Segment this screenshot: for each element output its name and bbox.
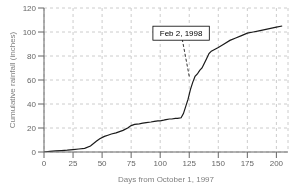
svg-text:Cumulative rainfall (inches): Cumulative rainfall (inches) bbox=[8, 31, 17, 128]
svg-text:175: 175 bbox=[241, 159, 255, 168]
svg-text:100: 100 bbox=[23, 28, 37, 37]
svg-text:0: 0 bbox=[32, 148, 37, 157]
svg-text:20: 20 bbox=[27, 124, 36, 133]
svg-text:Feb 2, 1998: Feb 2, 1998 bbox=[160, 29, 203, 38]
svg-text:50: 50 bbox=[98, 159, 107, 168]
svg-text:40: 40 bbox=[27, 100, 36, 109]
svg-text:60: 60 bbox=[27, 76, 36, 85]
svg-text:25: 25 bbox=[69, 159, 78, 168]
svg-text:0: 0 bbox=[42, 159, 47, 168]
svg-text:120: 120 bbox=[23, 4, 37, 13]
svg-text:150: 150 bbox=[212, 159, 226, 168]
svg-text:Days from October 1, 1997: Days from October 1, 1997 bbox=[118, 175, 215, 184]
svg-text:100: 100 bbox=[154, 159, 168, 168]
svg-text:80: 80 bbox=[27, 52, 36, 61]
svg-text:125: 125 bbox=[183, 159, 197, 168]
svg-text:75: 75 bbox=[127, 159, 136, 168]
svg-text:200: 200 bbox=[270, 159, 284, 168]
